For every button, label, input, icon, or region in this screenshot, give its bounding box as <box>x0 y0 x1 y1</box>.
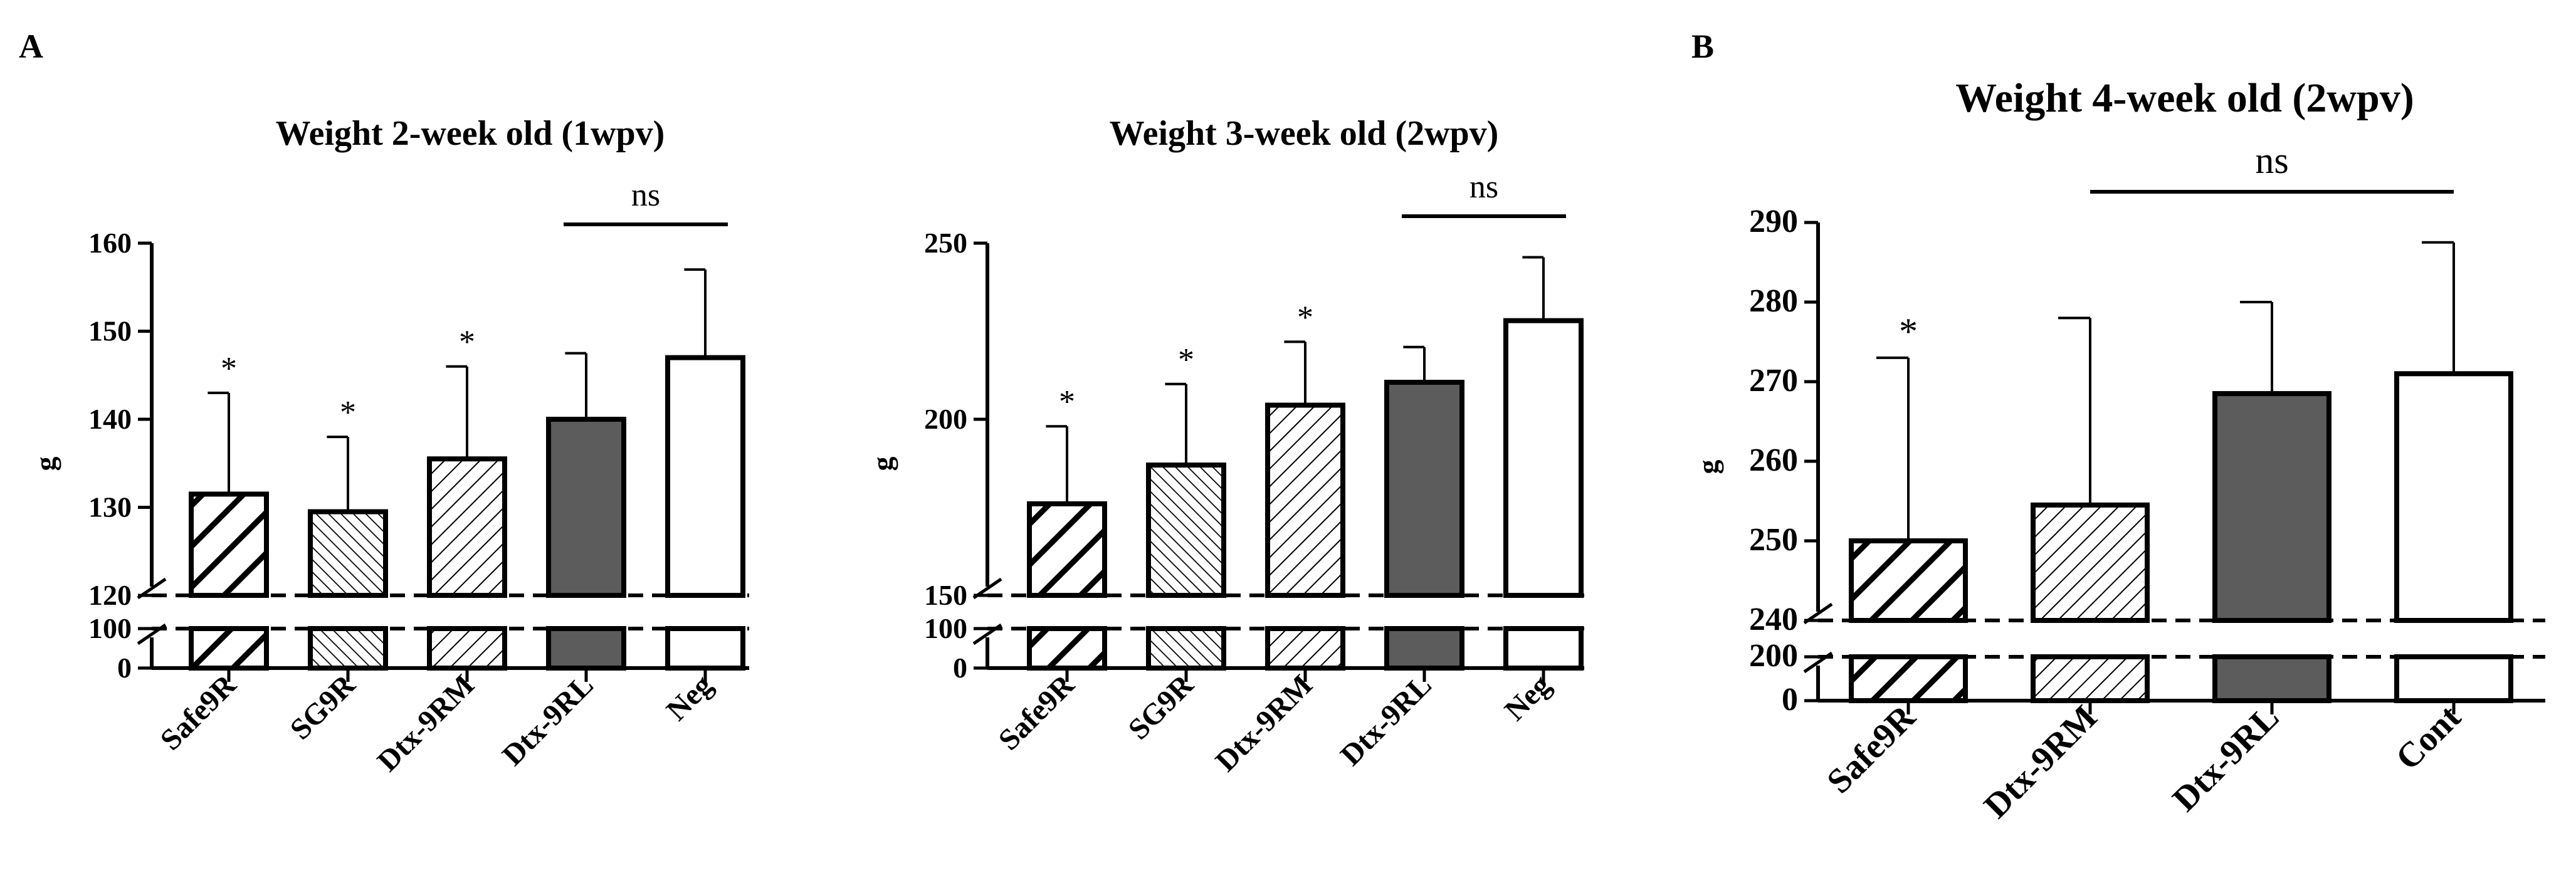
y-tick-label-200: 200 <box>924 403 967 435</box>
significance-bracket-label: ns <box>2255 140 2288 181</box>
chart-weight-4-week: Weight 4-week old (2wpv)g*Safe9R Dtx-9RM D… <box>1692 75 2545 826</box>
significance-mark-safe9r: * <box>1899 311 1918 352</box>
bar-dtx-9rm <box>1265 402 1345 599</box>
y-tick-label-0: 0 <box>953 652 967 684</box>
chart-title: Weight 4-week old (2wpv) <box>1955 75 2414 121</box>
bar-lower-dtx-9rm <box>2031 654 2150 703</box>
y-tick-label-260: 260 <box>1749 442 1798 478</box>
category-label-cont: Cont <box>2389 698 2469 778</box>
bar-lower-cont <box>2394 654 2513 703</box>
bar-safe9r <box>1849 538 1968 623</box>
panel-a-label: A <box>19 28 43 65</box>
category-label-dtx-9rm: Dtx-9RM <box>1977 698 2105 825</box>
y-tick-label-250: 250 <box>1749 522 1798 558</box>
bar-lower-dtx-9rm <box>427 626 507 671</box>
bar-dtx-9rl <box>1384 379 1464 598</box>
bar-lower-safe9r <box>1027 626 1107 671</box>
y-tick-label-0: 0 <box>1782 682 1798 718</box>
category-label-dtx-9rm: Dtx-9RM <box>1209 668 1319 778</box>
category-label-dtx-9rl: Dtx-9RL <box>496 668 600 772</box>
significance-mark-dtx-9rm: * <box>459 325 475 360</box>
y-tick-label-140: 140 <box>88 403 132 435</box>
y-tick-label-280: 280 <box>1749 283 1798 319</box>
chart-title: Weight 3-week old (2wpv) <box>1110 114 1499 153</box>
significance-mark-safe9r: * <box>1059 384 1075 420</box>
y-tick-label-130: 130 <box>88 491 132 523</box>
significance-bracket-label: ns <box>1469 169 1498 205</box>
y-tick-label-270: 270 <box>1749 363 1798 399</box>
significance-mark-sg9r: * <box>340 395 356 431</box>
significance-mark-sg9r: * <box>1178 342 1194 378</box>
bar-cont <box>2394 371 2513 623</box>
bar-sg9r <box>1146 463 1226 598</box>
y-tick-label-200: 200 <box>1749 638 1798 674</box>
chart-weight-2-week: Weight 2-week old (1wpv)g*Safe9R*SG9R*Dt… <box>29 114 749 778</box>
category-label-neg: Neg <box>1498 668 1557 727</box>
y-tick-label-250: 250 <box>924 227 967 259</box>
bar-lower-safe9r <box>189 626 269 671</box>
category-label-dtx-9rm: Dtx-9RM <box>371 668 481 778</box>
bar-lower-sg9r <box>308 626 388 671</box>
y-tick-label-120: 120 <box>88 579 132 611</box>
category-label-sg9r: SG9R <box>1122 667 1201 746</box>
bar-lower-neg <box>665 626 745 671</box>
y-tick-label-160: 160 <box>88 227 132 259</box>
bar-lower-dtx-9rl <box>2212 654 2332 703</box>
significance-mark-safe9r: * <box>221 351 237 387</box>
category-label-dtx-9rl: Dtx-9RL <box>1334 668 1438 772</box>
bar-dtx-9rl <box>546 417 626 598</box>
category-label-dtx-9rl: Dtx-9RL <box>2165 698 2286 818</box>
y-tick-label-0: 0 <box>117 652 132 684</box>
y-tick-label-290: 290 <box>1749 204 1798 239</box>
bar-lower-dtx-9rl <box>546 626 626 671</box>
y-axis-label: g <box>29 457 61 471</box>
y-axis-label: g <box>1692 460 1724 474</box>
category-label-sg9r: SG9R <box>284 667 362 746</box>
category-label-neg: Neg <box>660 668 719 727</box>
y-axis-label: g <box>866 457 898 471</box>
bar-sg9r <box>308 509 388 599</box>
y-tick-label-150: 150 <box>88 315 132 347</box>
bar-lower-neg <box>1503 626 1584 671</box>
y-tick-label-150: 150 <box>924 579 967 611</box>
bar-dtx-9rl <box>2212 391 2332 623</box>
y-tick-label-240: 240 <box>1749 602 1798 637</box>
y-tick-label-100: 100 <box>924 612 967 644</box>
bar-safe9r <box>189 491 269 598</box>
chart-weight-3-week: Weight 3-week old (2wpv)g*Safe9R*SG9R*Dt… <box>866 114 1584 778</box>
bar-neg <box>665 355 745 599</box>
bar-dtx-9rm <box>427 456 507 598</box>
bar-lower-safe9r <box>1849 654 1968 703</box>
significance-bracket-label: ns <box>631 177 660 213</box>
bar-dtx-9rm <box>2031 502 2150 623</box>
bar-lower-dtx-9rl <box>1384 626 1464 671</box>
chart-title: Weight 2-week old (1wpv) <box>276 114 665 153</box>
panel-b-label: B <box>1691 28 1714 65</box>
bar-neg <box>1503 318 1584 598</box>
bar-lower-sg9r <box>1146 626 1226 671</box>
significance-mark-dtx-9rm: * <box>1297 300 1313 335</box>
y-tick-label-100: 100 <box>88 612 132 644</box>
bar-safe9r <box>1027 501 1107 598</box>
bar-lower-dtx-9rm <box>1265 626 1345 671</box>
